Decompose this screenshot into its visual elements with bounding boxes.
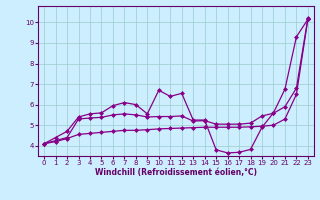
X-axis label: Windchill (Refroidissement éolien,°C): Windchill (Refroidissement éolien,°C) (95, 168, 257, 177)
